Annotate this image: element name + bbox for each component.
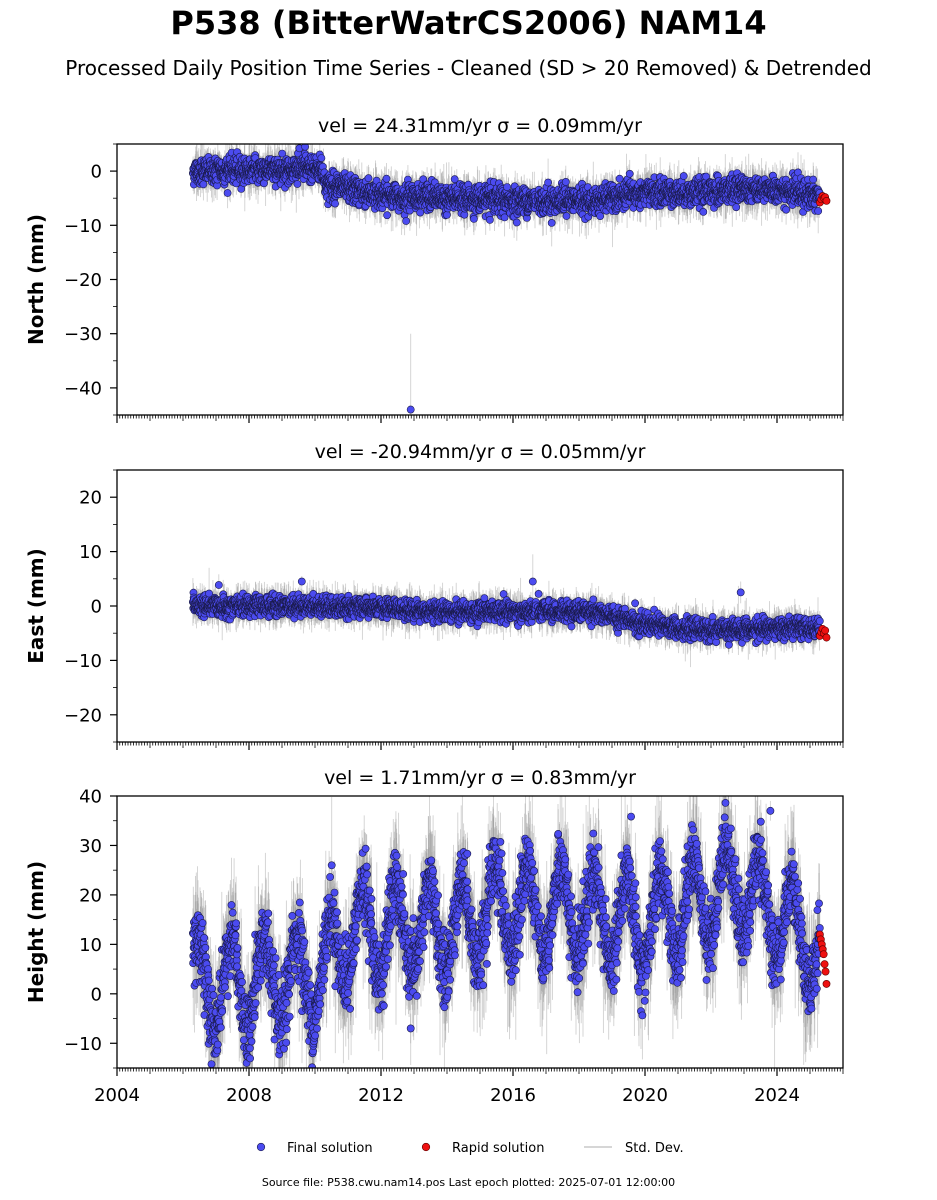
final-point [402, 217, 410, 225]
final-point [364, 174, 373, 183]
final-point [469, 214, 478, 223]
final-point [544, 178, 552, 187]
page-title: P538 (BitterWatrCS2006) NAM14 [170, 4, 767, 42]
final-point [293, 180, 302, 188]
final-point [503, 183, 511, 191]
final-point [547, 218, 556, 227]
final-point [442, 210, 451, 219]
final-point [416, 208, 425, 217]
final-point [382, 174, 391, 183]
plot-area [188, 144, 831, 415]
final-point [199, 180, 208, 189]
final-point [512, 218, 521, 227]
final-point [500, 213, 509, 222]
final-solution-points [188, 144, 824, 414]
final-point [278, 149, 287, 158]
final-point [419, 175, 428, 184]
final-point [331, 199, 339, 208]
page-subtitle: Processed Daily Position Time Series - C… [65, 56, 872, 80]
final-point [450, 175, 459, 184]
final-point [317, 154, 326, 162]
final-point [383, 211, 391, 220]
final-point [223, 189, 232, 197]
